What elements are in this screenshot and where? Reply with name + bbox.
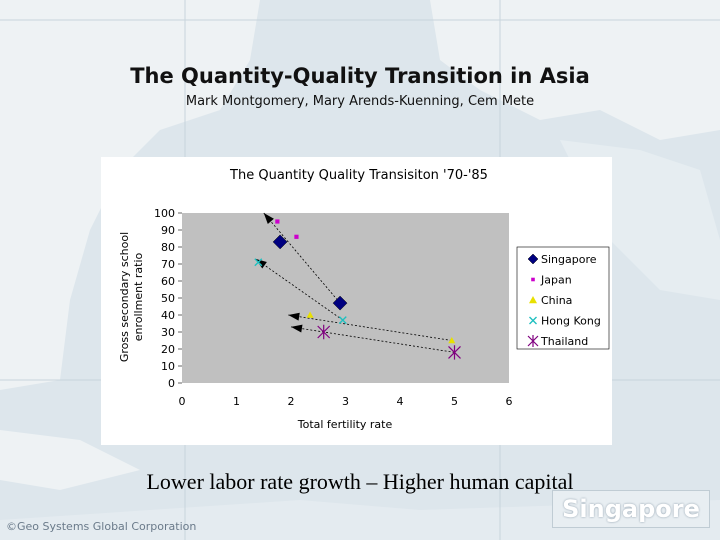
y-tick-label: 20 [161, 343, 175, 356]
trend-arrow-line [255, 258, 344, 321]
point-thailand [448, 345, 461, 360]
legend: Singapore Japan China Hong Kong Thailand [527, 253, 601, 348]
y-axis-label-line-2: enrollment ratio [132, 252, 145, 341]
point-singapore [332, 295, 348, 311]
scatter-chart: The Quantity Quality Transisiton '70-'85… [101, 157, 612, 445]
data-points [254, 219, 461, 360]
legend-marker-hong-kong [529, 316, 537, 325]
y-tick-label: 50 [161, 292, 175, 305]
map-logo: Singapore [552, 490, 710, 528]
point-thailand [317, 324, 331, 340]
x-tick-label: 5 [451, 395, 458, 408]
y-tick-label: 70 [161, 258, 175, 271]
legend-label-china: China [541, 294, 572, 307]
legend-marker-singapore [527, 253, 539, 265]
legend-marker-thailand [527, 335, 539, 347]
x-tick-label: 2 [288, 395, 295, 408]
chart-title: The Quantity Quality Transisiton '70-'85 [229, 168, 488, 183]
y-tick-label: 0 [168, 377, 175, 390]
trend-arrow-head [288, 312, 300, 321]
slide-caption: Lower labor rate growth – Higher human c… [146, 469, 574, 494]
trend-arrow-head [263, 213, 274, 224]
y-tick-label: 10 [161, 360, 175, 373]
point-japan [294, 234, 299, 239]
trend-arrow-line [288, 314, 452, 341]
y-tick-label: 90 [161, 224, 175, 237]
x-tick-label: 6 [506, 395, 513, 408]
trend-arrow-line [290, 326, 455, 353]
x-axis-label: Total fertility rate [297, 418, 393, 431]
y-tick-label: 100 [154, 207, 175, 220]
y-tick-label: 40 [161, 309, 175, 322]
trend-arrow-head [291, 324, 303, 333]
axes: 0 10 20 30 40 50 60 70 80 90 100 0 1 2 3 4 5 6 [154, 207, 513, 408]
x-tick-label: 1 [233, 395, 240, 408]
chart-panel: The Quantity Quality Transisiton '70-'85… [101, 157, 612, 445]
slide-title: The Quantity-Quality Transition in Asia [130, 64, 590, 88]
legend-marker-japan [531, 277, 535, 282]
point-japan [275, 219, 280, 224]
point-china [448, 337, 456, 344]
slide-authors: Mark Montgomery, Mary Arends-Kuenning, C… [185, 94, 535, 109]
x-tick-label: 0 [179, 395, 186, 408]
point-singapore [272, 234, 288, 250]
legend-label-singapore: Singapore [541, 253, 597, 266]
legend-marker-china [529, 296, 537, 304]
point-hong-kong [338, 316, 347, 325]
map-credit: ©Geo Systems Global Corporation [6, 520, 197, 533]
legend-label-thailand: Thailand [540, 335, 588, 348]
x-tick-label: 3 [342, 395, 349, 408]
point-hong-kong [254, 258, 263, 267]
point-china [306, 311, 314, 318]
y-tick-label: 60 [161, 275, 175, 288]
legend-label-hong-kong: Hong Kong [541, 315, 601, 328]
y-axis-label-line-1: Gross secondary school [118, 232, 131, 362]
y-tick-label: 30 [161, 326, 175, 339]
x-tick-label: 4 [397, 395, 404, 408]
legend-label-japan: Japan [540, 274, 572, 287]
y-tick-label: 80 [161, 241, 175, 254]
